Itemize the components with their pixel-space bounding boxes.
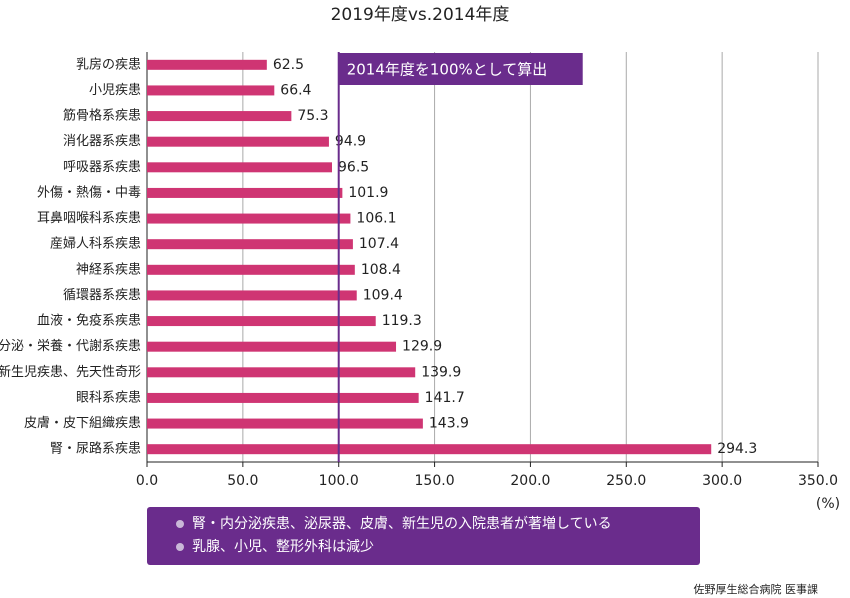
x-tick-label: 150.0 [415, 473, 455, 489]
y-tick-label: 小児疾患 [89, 83, 141, 98]
bullet [176, 520, 184, 528]
y-tick-label: 内分泌・栄養・代謝系疾患 [0, 338, 141, 354]
value-label: 107.4 [359, 236, 399, 252]
y-tick-label: 循環器系疾患 [63, 288, 141, 303]
chart-title: 2019年度vs.2014年度 [331, 5, 510, 25]
bar [147, 418, 423, 429]
value-label: 62.5 [273, 57, 304, 73]
y-tick-label: 呼吸器系疾患 [63, 160, 141, 175]
y-tick-label: 産婦人科系疾患 [50, 236, 141, 252]
bar [147, 59, 267, 70]
value-label: 101.9 [348, 185, 388, 201]
bar [147, 187, 343, 198]
x-unit: (%) [816, 496, 840, 512]
value-label: 96.5 [338, 159, 369, 175]
value-label: 94.9 [335, 134, 366, 150]
bar [147, 367, 416, 378]
y-tick-label: 消化器系疾患 [63, 134, 141, 149]
y-tick-label: 新生児疾患、先天性奇形 [0, 364, 141, 380]
note: 乳腺、小児、整形外科は減少 [192, 538, 374, 555]
bar [147, 392, 419, 403]
value-label: 294.3 [717, 441, 757, 457]
x-tick-label: 300.0 [702, 473, 742, 489]
bar [147, 239, 353, 250]
value-label: 109.4 [363, 287, 403, 303]
bullet [176, 543, 184, 551]
source: 佐野厚生総合病院 医事課 [694, 582, 819, 596]
x-tick-label: 0.0 [136, 473, 158, 489]
y-tick-label: 皮膚・皮下組織疾患 [24, 415, 141, 431]
value-label: 139.9 [421, 364, 461, 380]
y-tick-label: 腎・尿路系疾患 [50, 441, 141, 457]
bar [147, 290, 357, 301]
reference-label: 2014年度を100%として算出 [347, 61, 548, 79]
y-tick-label: 乳房の疾患 [76, 56, 141, 72]
y-tick-label: 耳鼻咽喉科系疾患 [37, 210, 141, 226]
y-tick-label: 外傷・熱傷・中毒 [37, 185, 141, 200]
bar [147, 341, 397, 352]
reference-box [338, 53, 583, 85]
bar [147, 85, 275, 96]
value-label: 143.9 [429, 416, 469, 432]
x-tick-label: 50.0 [227, 473, 258, 489]
y-tick-label: 眼科系疾患 [76, 390, 141, 405]
bar [147, 444, 712, 455]
value-label: 129.9 [402, 339, 442, 355]
x-tick-label: 200.0 [510, 473, 550, 489]
bar [147, 213, 351, 224]
note: 腎・内分泌疾患、泌尿器、皮膚、新生児の入院患者が著増している [192, 516, 612, 532]
x-tick-label: 250.0 [606, 473, 646, 489]
bar [147, 111, 292, 122]
x-tick-label: 350.0 [798, 473, 838, 489]
value-label: 119.3 [382, 313, 422, 329]
value-label: 75.3 [297, 108, 328, 124]
notes-box [147, 507, 700, 565]
bar [147, 136, 329, 147]
value-label: 141.7 [425, 390, 465, 406]
bar [147, 316, 376, 327]
y-tick-label: 神経系疾患 [76, 262, 141, 277]
x-tick-label: 100.0 [319, 473, 359, 489]
value-label: 66.4 [280, 82, 311, 98]
y-tick-label: 筋骨格系疾患 [63, 108, 141, 124]
value-label: 108.4 [361, 262, 401, 278]
value-label: 106.1 [356, 211, 396, 227]
bar [147, 162, 333, 173]
y-tick-label: 血液・免疫系疾患 [37, 313, 141, 329]
bar [147, 264, 355, 275]
